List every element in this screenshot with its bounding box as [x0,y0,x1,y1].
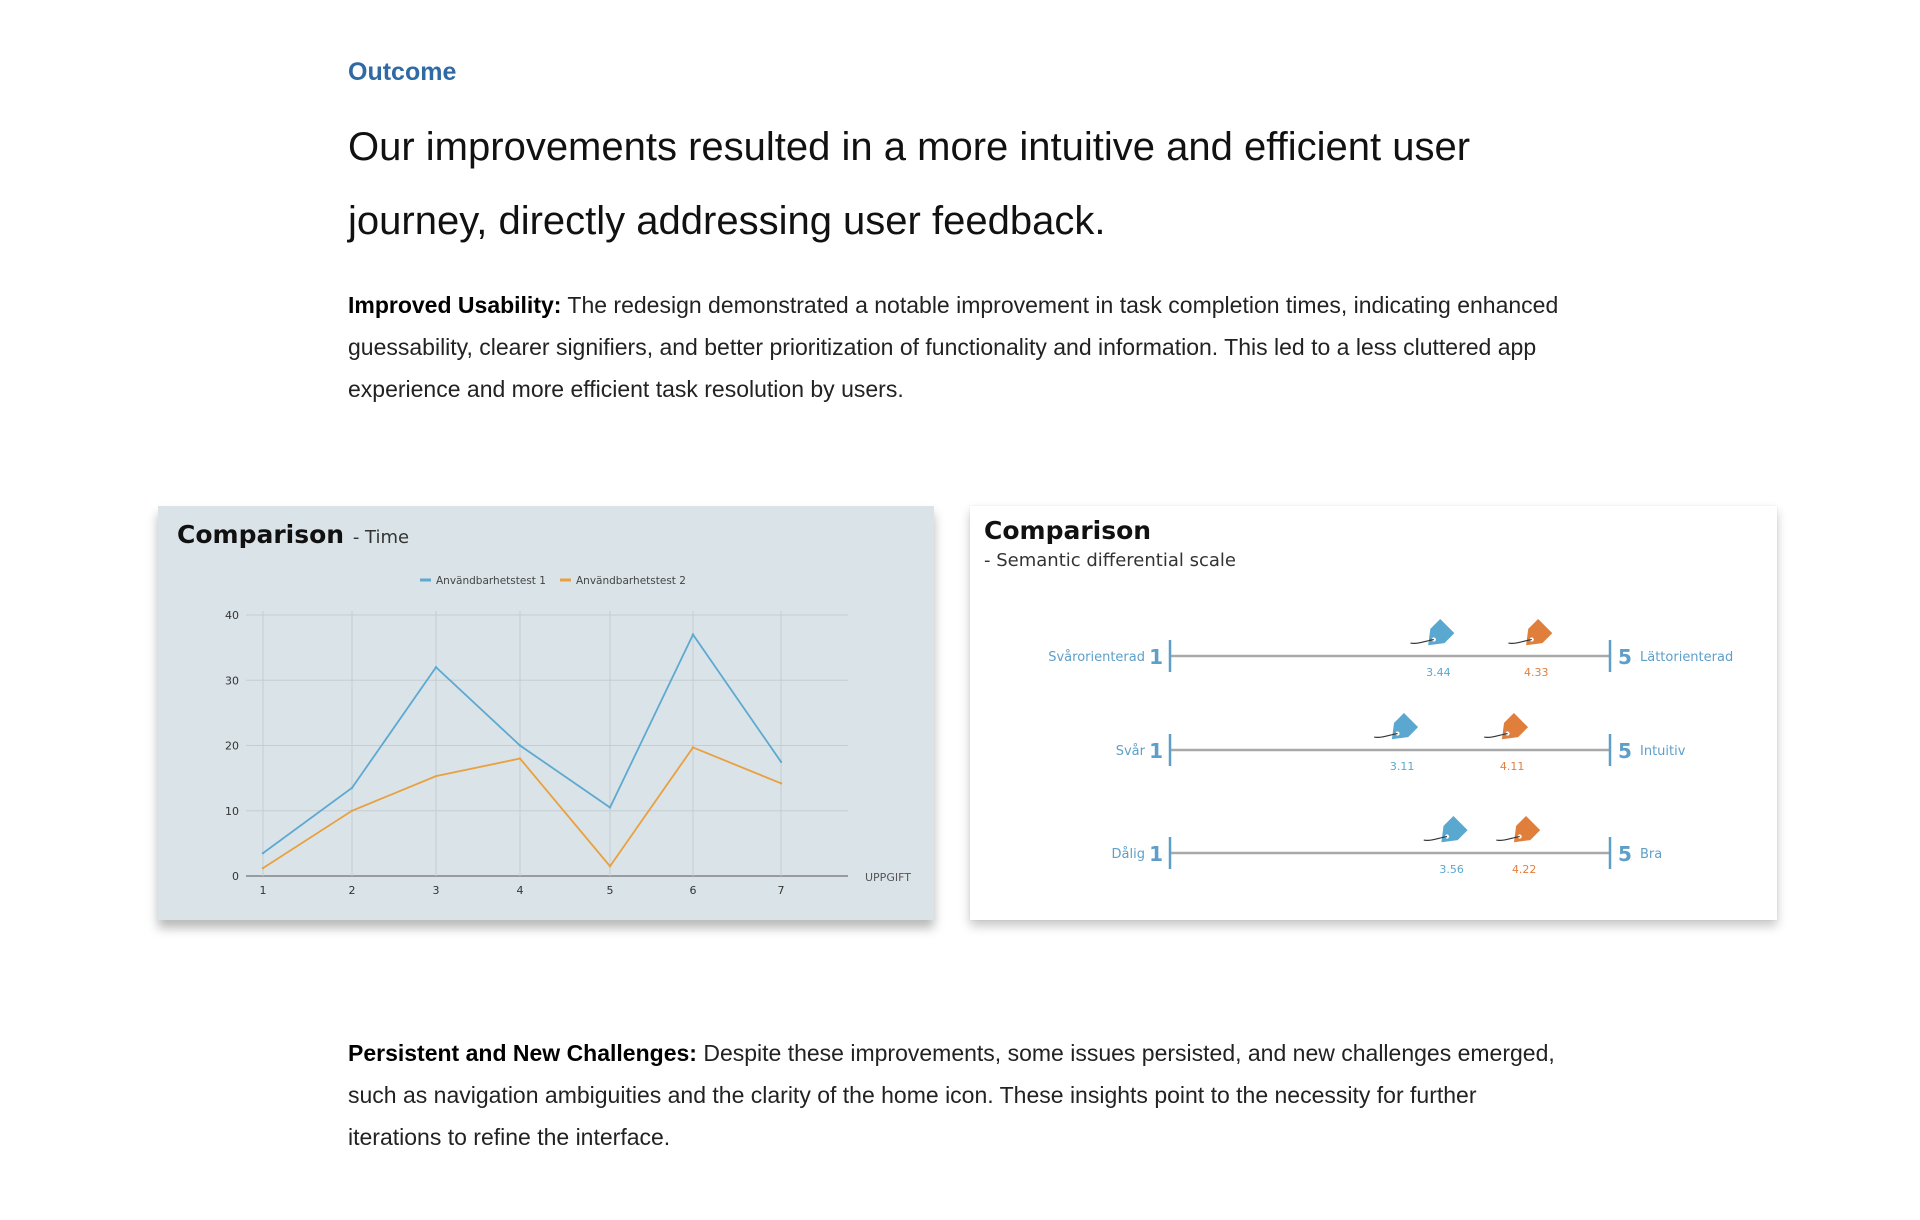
tag-string [1410,638,1434,644]
usability-paragraph: Improved Usability: The redesign demonst… [348,284,1568,410]
x-tick-label: 7 [778,884,785,897]
x-tick-label: 1 [260,884,267,897]
challenges-paragraph: Persistent and New Challenges: Despite t… [348,1032,1568,1158]
y-tick-label: 40 [225,609,239,622]
data-point [261,866,265,870]
challenges-body: Despite these improvements, some issues … [348,1040,1555,1150]
tag-marker-test2 [1508,619,1553,646]
tag-body [1514,816,1541,843]
tag-hole [1505,731,1510,736]
scale-min-number: 1 [1149,739,1163,763]
tag-string [1484,732,1508,738]
data-point [261,851,265,855]
value-label-test2: 4.33 [1524,666,1549,679]
scale-right-label: Bra [1640,847,1662,862]
data-point [779,760,783,764]
scale-max-number: 5 [1618,739,1632,763]
legend-label: Användbarhetstest 1 [436,575,546,587]
tag-string [1508,638,1532,644]
scale-min-number: 1 [1149,842,1163,866]
x-axis-label: UPPGIFT [865,871,911,884]
data-point [691,746,695,749]
legend-label: Användbarhetstest 2 [576,575,686,587]
tag-marker-test2 [1484,713,1529,740]
data-point [434,666,438,669]
tag-body [1441,816,1468,843]
series-line-1 [262,632,782,854]
time-chart-title-main: Comparison [177,520,345,549]
series-line-2 [262,746,782,869]
tag-body [1428,619,1455,646]
data-point [608,865,612,868]
scale-max-number: 5 [1618,645,1632,669]
x-tick-label: 4 [517,884,524,897]
y-tick-label: 20 [225,740,239,753]
data-point [608,806,612,809]
data-point [434,774,438,778]
value-label-test1: 3.44 [1426,666,1451,679]
tag-body [1526,619,1553,646]
time-chart-subtitle: - Time [352,527,410,548]
data-point [518,744,522,747]
scale-left-label: Svårorienterad [1048,650,1145,665]
y-tick-label: 10 [225,805,239,818]
tag-body [1501,713,1529,740]
section-eyebrow: Outcome [348,58,457,86]
section-headline: Our improvements resulted in a more intu… [348,125,1471,243]
data-point [779,782,783,785]
usability-lead: Improved Usability: [348,292,562,318]
tag-string [1423,835,1448,841]
time-chart-title: Comparison - Time [177,520,409,549]
x-tick-label: 2 [349,884,356,897]
tag-marker-test2 [1496,816,1541,843]
x-tick-label: 6 [690,884,697,897]
time-comparison-card: Comparison - Time 0 10 20 30 40 1 2 3 4 5 6 7 UPPGIF… [158,506,934,920]
y-tick-label: 0 [232,870,239,883]
value-label-test1: 3.11 [1390,760,1415,773]
scale-right-label: Lättorienterad [1640,650,1733,665]
data-point [518,757,522,760]
tag-body [1391,713,1419,740]
usability-body: The redesign demonstrated a notable impr… [348,292,1559,402]
tag-string [1496,835,1520,841]
y-tick-label: 30 [225,674,239,687]
scale-max-number: 5 [1618,842,1632,866]
scale-left-label: Dålig [1112,847,1145,862]
value-label-test2: 4.22 [1512,863,1537,876]
scale-left-label: Svår [1116,744,1146,759]
tag-marker-test1 [1423,816,1468,843]
x-tick-label: 5 [607,884,614,897]
data-point [691,633,695,636]
data-point [350,786,354,790]
semantic-chart-title: Comparison [984,516,1152,545]
tag-marker-test1 [1374,713,1419,740]
value-label-test2: 4.11 [1500,760,1525,773]
tag-marker-test1 [1410,619,1455,646]
data-point [350,809,354,812]
x-tick-label: 3 [433,884,440,897]
semantic-comparison-card: Comparison - Semantic differential scale… [970,506,1777,920]
semantic-scale-chart: 1 5 Svårorienterad Lättorienterad 3.44 4.33 1 5… [1048,619,1733,876]
scale-right-label: Intuitiv [1640,744,1686,759]
scale-min-number: 1 [1149,645,1163,669]
value-label-test1: 3.56 [1439,863,1464,876]
challenges-lead: Persistent and New Challenges: [348,1040,697,1066]
time-line-chart: 0 10 20 30 40 1 2 3 4 5 6 7 UPPGIFT Användbarhetstest… [225,575,911,897]
semantic-chart-subtitle: - Semantic differential scale [984,550,1236,571]
tag-string [1374,732,1398,738]
tag-hole [1431,637,1436,642]
